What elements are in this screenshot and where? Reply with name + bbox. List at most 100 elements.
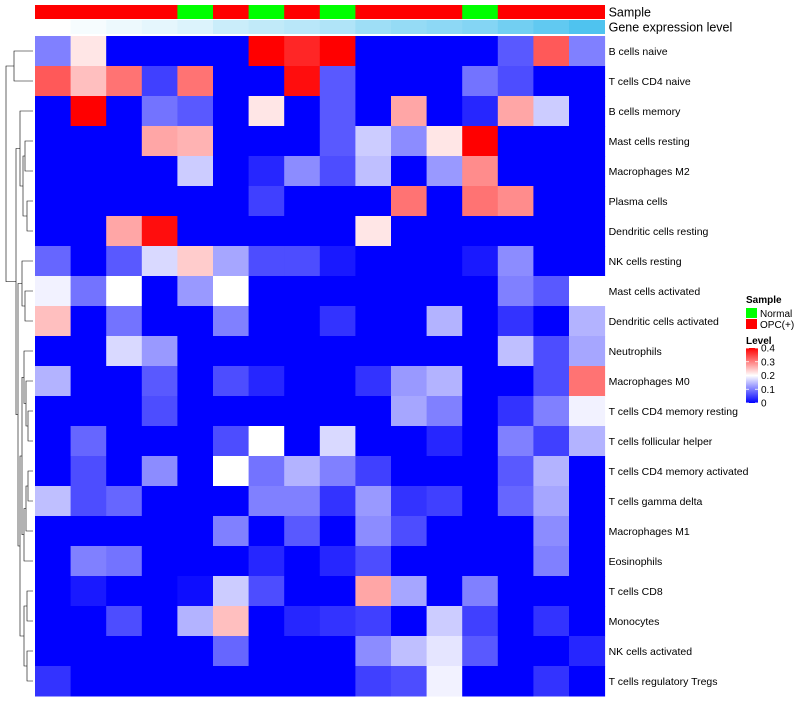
heatmap-cell: [497, 426, 534, 457]
heatmap-cell: [213, 306, 250, 337]
heatmap-cell: [177, 456, 214, 487]
heatmap-cell: [141, 456, 178, 487]
heatmap-cell: [70, 396, 107, 427]
heatmap-cell: [70, 276, 107, 307]
heatmap-cell: [70, 666, 107, 697]
heatmap-cell: [426, 126, 463, 157]
heatmap-cell: [284, 516, 321, 547]
heatmap-cell: [70, 36, 107, 67]
sample-annotation-cell: [141, 5, 178, 19]
expression-annotation-cell: [462, 20, 499, 34]
heatmap-cell: [391, 36, 428, 67]
heatmap-cell: [497, 96, 534, 127]
heatmap-cell: [141, 36, 178, 67]
row-label: T cells CD4 memory activated: [609, 466, 749, 478]
heatmap-cell: [141, 636, 178, 667]
row-label: T cells CD4 naive: [609, 76, 691, 88]
legend-swatch: [746, 308, 757, 318]
legend-swatch: [746, 319, 757, 329]
heatmap-cell: [391, 486, 428, 517]
heatmap-cell: [141, 336, 178, 367]
heatmap-cell: [319, 216, 356, 247]
expression-annotation-cell: [35, 20, 71, 34]
heatmap-cell: [213, 276, 250, 307]
heatmap-cell: [462, 576, 499, 607]
heatmap-cell: [35, 336, 72, 367]
heatmap-cell: [106, 546, 143, 577]
heatmap-cell: [426, 156, 463, 187]
expression-annotation-cell: [70, 20, 107, 34]
legend-level-title: Level: [746, 336, 772, 347]
heatmap-cell: [533, 606, 570, 637]
heatmap-cell: [319, 156, 356, 187]
heatmap-cell: [284, 126, 321, 157]
heatmap-cell: [355, 156, 392, 187]
heatmap-cell: [35, 276, 72, 307]
heatmap-cell: [497, 546, 534, 577]
heatmap-cell: [569, 216, 606, 247]
row-label: NK cells resting: [609, 256, 682, 268]
heatmap-cell: [70, 636, 107, 667]
heatmap-cell: [70, 216, 107, 247]
heatmap-cell: [141, 576, 178, 607]
heatmap-cell: [284, 306, 321, 337]
heatmap-cell: [569, 246, 606, 277]
heatmap-cell: [248, 216, 285, 247]
heatmap-cell: [106, 336, 143, 367]
heatmap-cell: [177, 246, 214, 277]
heatmap-cell: [141, 186, 178, 217]
heatmap-cell: [106, 36, 143, 67]
heatmap-cell: [141, 246, 178, 277]
heatmap-cell: [177, 486, 214, 517]
heatmap-cell: [141, 516, 178, 547]
row-dendrogram: [5, 50, 33, 682]
heatmap-cell: [213, 606, 250, 637]
heatmap-cell: [355, 606, 392, 637]
heatmap-cell: [533, 396, 570, 427]
heatmap-cell: [35, 546, 72, 577]
heatmap-cell: [106, 666, 143, 697]
heatmap-cell: [391, 426, 428, 457]
heatmap-cell: [462, 246, 499, 277]
dendrogram-branch: [27, 470, 33, 502]
heatmap-cell: [569, 336, 606, 367]
heatmap-cell: [106, 366, 143, 397]
heatmap-cell: [141, 126, 178, 157]
heatmap-cell: [284, 216, 321, 247]
heatmap-cell: [462, 426, 499, 457]
heatmap-cell: [462, 396, 499, 427]
sample-annotation-cell: [106, 5, 143, 19]
heatmap-cell: [284, 636, 321, 667]
sample-annotation-cell: [497, 5, 534, 19]
heatmap-cell: [35, 96, 72, 127]
heatmap-cell: [141, 366, 178, 397]
heatmap-cell: [141, 156, 178, 187]
heatmap-cell: [70, 126, 107, 157]
heatmap-cell: [391, 336, 428, 367]
heatmap-cell: [462, 486, 499, 517]
heatmap-cell: [248, 66, 285, 97]
sample-annotation-cell: [462, 5, 499, 19]
heatmap-cell: [141, 546, 178, 577]
heatmap-cell: [569, 156, 606, 187]
heatmap-cell: [569, 426, 606, 457]
heatmap-cell: [426, 636, 463, 667]
heatmap-cell: [569, 456, 606, 487]
row-label: Macrophages M1: [609, 526, 690, 538]
heatmap-cell: [462, 606, 499, 637]
expression-annotation-cell: [497, 20, 534, 34]
heatmap-cell: [177, 636, 214, 667]
heatmap-cell: [533, 276, 570, 307]
heatmap-cell: [497, 456, 534, 487]
dendrogram-branch: [26, 200, 33, 232]
heatmap-cell: [35, 246, 72, 277]
heatmap-cell: [319, 396, 356, 427]
heatmap-cell: [391, 576, 428, 607]
sample-annotation-cell: [426, 5, 463, 19]
heatmap-cell: [70, 516, 107, 547]
heatmap-cell: [462, 636, 499, 667]
heatmap-cell: [177, 276, 214, 307]
heatmap-cell: [284, 456, 321, 487]
heatmap-cell: [70, 336, 107, 367]
